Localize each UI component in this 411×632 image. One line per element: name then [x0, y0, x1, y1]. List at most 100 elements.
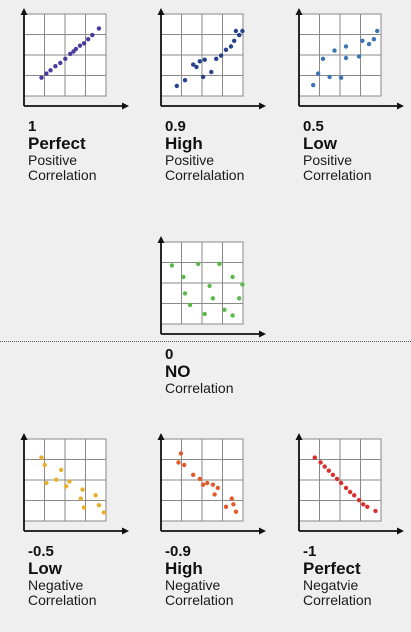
data-point	[365, 504, 370, 509]
data-point	[182, 291, 188, 296]
correlation-direction: Negative	[28, 577, 84, 593]
correlation-word: Correlation	[303, 592, 372, 608]
scatter-plot	[295, 433, 404, 535]
data-point	[356, 54, 362, 59]
data-point	[93, 493, 98, 498]
data-point	[54, 477, 59, 482]
data-point	[240, 28, 245, 34]
data-point	[338, 75, 344, 80]
data-point	[231, 502, 236, 507]
data-point	[375, 28, 380, 34]
data-point	[237, 32, 242, 38]
data-point	[230, 274, 235, 280]
panel-low-negative: -0.5 Low Negative Correlation	[18, 433, 130, 618]
caption: 1 Perfect Positive Correlation	[28, 119, 96, 182]
data-point	[73, 46, 79, 52]
x-axis-arrow	[259, 527, 266, 535]
data-point	[343, 44, 349, 49]
data-point	[187, 302, 193, 308]
data-point	[96, 26, 102, 31]
data-point	[223, 47, 229, 52]
data-point	[191, 62, 196, 67]
panel-low-positive: 0.5 Low Positive Correlation	[293, 8, 405, 193]
correlation-strength: Perfect	[28, 134, 86, 153]
data-point	[63, 56, 68, 61]
y-axis-arrow	[157, 433, 165, 440]
data-point	[209, 69, 214, 75]
scatter-plot	[157, 433, 266, 535]
data-point	[330, 472, 336, 477]
data-point	[197, 59, 202, 64]
x-axis-arrow	[397, 102, 404, 110]
data-point	[228, 44, 234, 49]
data-point	[174, 83, 179, 89]
data-point	[81, 41, 87, 46]
data-point	[327, 74, 332, 80]
data-point	[232, 38, 237, 43]
panel-no-correlation: 0 NO Correlation	[155, 236, 267, 402]
divider-line	[0, 341, 411, 342]
panel-high-negative: -0.9 High Negative Correlation	[155, 433, 267, 618]
data-point	[218, 53, 224, 58]
data-point	[77, 43, 83, 48]
scatter-plot	[157, 236, 266, 338]
data-point	[101, 510, 107, 515]
data-point	[356, 498, 362, 503]
correlation-value: 1	[28, 118, 37, 135]
correlation-value: 0.5	[303, 118, 324, 135]
y-axis-arrow	[157, 236, 165, 243]
correlation-direction: Negatvie	[303, 577, 359, 593]
data-point	[169, 263, 175, 268]
data-point	[237, 296, 242, 301]
y-axis-arrow	[20, 8, 28, 15]
correlation-direction: Positive	[28, 152, 78, 168]
data-point	[58, 60, 63, 66]
data-point	[215, 485, 220, 491]
correlation-strength: NO	[165, 362, 191, 381]
data-point	[343, 485, 349, 491]
data-point	[229, 496, 234, 501]
data-point	[373, 508, 378, 514]
data-point	[312, 455, 317, 460]
x-axis-arrow	[259, 330, 266, 338]
data-point	[39, 455, 44, 460]
data-point	[200, 482, 206, 487]
data-point	[230, 313, 235, 318]
x-axis-arrow	[397, 527, 404, 535]
data-point	[42, 462, 47, 468]
data-point	[197, 476, 202, 482]
y-axis-arrow	[20, 433, 28, 440]
data-point	[194, 64, 199, 70]
data-point	[196, 261, 201, 267]
data-point	[44, 71, 49, 76]
data-point	[48, 68, 53, 73]
correlation-word: Correlation	[303, 167, 372, 183]
data-point	[176, 460, 181, 465]
correlation-strength: Perfect	[303, 559, 361, 578]
correlation-value: -0.9	[165, 543, 191, 560]
data-point	[210, 296, 216, 301]
correlation-word: Correlation	[28, 167, 97, 183]
panel-high-positive: 0.9 High Positive Correlalation	[155, 8, 267, 193]
data-point	[222, 307, 227, 312]
data-point	[202, 57, 207, 62]
caption: 0.9 High Positive Correlalation	[165, 119, 244, 182]
correlation-word: Correlation	[28, 592, 97, 608]
caption: -1 Perfect Negatvie Correlation	[303, 544, 371, 607]
correlation-strength: High	[165, 134, 203, 153]
correlation-direction: Positive	[165, 152, 215, 168]
correlation-strength: Low	[303, 134, 337, 153]
data-point	[182, 462, 187, 468]
correlation-word: Correlation	[165, 592, 234, 608]
data-point	[68, 51, 73, 57]
data-point	[178, 451, 184, 456]
data-point	[360, 38, 365, 43]
data-point	[371, 37, 377, 42]
data-point	[318, 460, 323, 465]
data-point	[223, 504, 229, 509]
data-point	[202, 311, 207, 317]
panel-perfect-negative: -1 Perfect Negatvie Correlation	[293, 433, 405, 618]
data-point	[44, 480, 49, 486]
data-point	[233, 509, 239, 514]
data-point	[332, 48, 337, 53]
